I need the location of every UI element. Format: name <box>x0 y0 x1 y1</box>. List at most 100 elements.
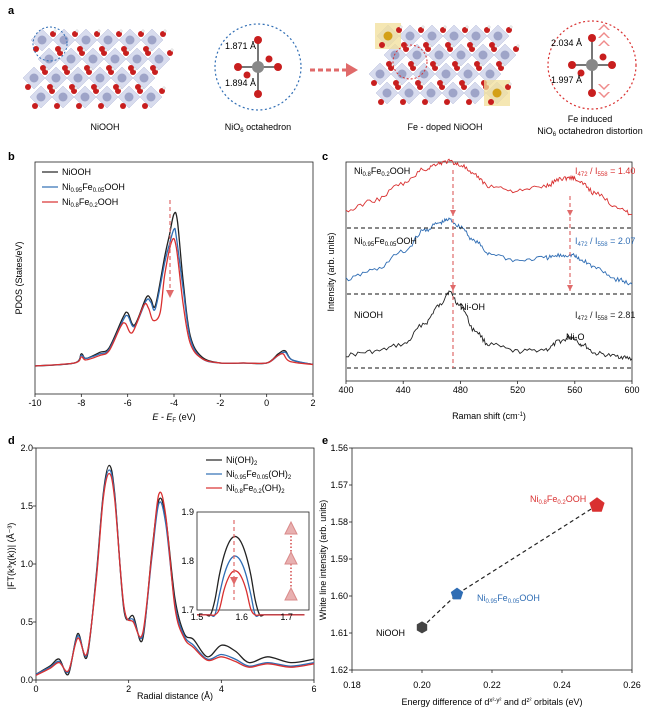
h-atom <box>162 86 166 90</box>
o-atom <box>160 31 166 37</box>
raman-line-1 <box>345 217 633 286</box>
h-atom <box>75 29 79 33</box>
o-atom <box>86 69 92 75</box>
h-atom <box>45 67 49 71</box>
o-atom <box>159 88 165 94</box>
highlight-circle <box>32 26 68 62</box>
o-atom <box>234 63 242 71</box>
h-atom <box>457 63 461 67</box>
data-point-0 <box>416 621 428 634</box>
ni-atom <box>125 35 135 45</box>
panel-b-letter: b <box>8 151 15 163</box>
panel-d-letter: d <box>8 435 15 447</box>
h-atom <box>96 86 100 90</box>
o-atom <box>167 50 173 56</box>
ni-atom <box>449 31 459 41</box>
ni-atom <box>81 35 91 45</box>
ni-atom <box>66 54 76 64</box>
ni-atom <box>404 88 414 98</box>
o-atom <box>32 103 38 109</box>
o-atom <box>378 99 384 105</box>
inset-ticks: 1.5 1.6 1.7 1.7 1.8 1.9 <box>181 507 292 622</box>
legend-ni80-oh2: Ni0.8Fe0.2(OH)2 <box>226 483 285 495</box>
o-atom <box>71 88 77 94</box>
o-atom <box>49 88 55 94</box>
h-atom <box>119 29 123 33</box>
h-atom <box>111 67 115 71</box>
fe-bond-bottom: 1.997 Å <box>551 75 582 85</box>
o-atom <box>418 27 424 33</box>
ni-atom <box>36 92 46 102</box>
ni-atom <box>132 54 142 64</box>
x-tick-label: -10 <box>28 398 41 408</box>
o-atom <box>72 31 78 37</box>
y-tick-label: 1.61 <box>330 628 348 638</box>
ratio-niooh: I472 / I558 = 2.81 <box>575 310 635 322</box>
h-atom <box>487 25 491 29</box>
o-atom <box>466 99 472 105</box>
x-tick-label: 0.18 <box>343 680 361 690</box>
h-atom <box>472 44 476 48</box>
transform-arrow <box>310 63 358 77</box>
bond-length-bottom: 1.894 Å <box>225 78 256 88</box>
y-tick-label: 0.5 <box>20 617 33 627</box>
o-atom <box>396 27 402 33</box>
o-atom <box>371 80 377 86</box>
o-atom <box>505 84 511 90</box>
o-atom <box>417 84 423 90</box>
plot-b-ylabel: PDOS (States/eV) <box>14 241 24 314</box>
ni-atom <box>427 31 437 41</box>
ni-atom <box>139 73 149 83</box>
ni-atom <box>124 92 134 102</box>
x-tick-label: 0 <box>33 684 38 694</box>
octa-icon-bot <box>284 586 298 601</box>
y-tick-label: 1.62 <box>330 665 348 675</box>
legend-nioh2: Ni(OH)2 <box>226 455 258 467</box>
h-atom <box>420 82 424 86</box>
o-atom <box>138 31 144 37</box>
ni-atom <box>500 50 510 60</box>
ni-atom <box>146 92 156 102</box>
plot-e-ylabel: White line intensity (arb. units) <box>318 500 328 621</box>
h-atom <box>399 25 403 29</box>
h-atom <box>508 82 512 86</box>
plot-e-series <box>416 497 605 634</box>
o-atom <box>379 42 385 48</box>
ni-atom <box>44 54 54 64</box>
x-tick-label: 0.20 <box>413 680 431 690</box>
h-atom <box>516 44 520 48</box>
x-tick-label: 520 <box>510 385 525 395</box>
raman-line-0 <box>346 290 633 361</box>
h-atom <box>67 67 71 71</box>
distortion-arrows-icon <box>598 24 610 98</box>
fe-bond-top: 2.034 Å <box>551 38 582 48</box>
o-atom <box>461 84 467 90</box>
x-tick-label: -4 <box>170 398 178 408</box>
distortion-outline <box>547 20 637 110</box>
plot-c-xlabel: Raman shift (cm-1) <box>452 411 526 421</box>
ni-atom <box>405 31 415 41</box>
o-atom <box>488 99 494 105</box>
h-atom <box>52 86 56 90</box>
ni-atom <box>419 69 429 79</box>
y-tick-label: 1.60 <box>330 591 348 601</box>
y-tick-label: 1.59 <box>330 554 348 564</box>
x-tick-label: -2 <box>216 398 224 408</box>
h-atom <box>501 63 505 67</box>
x-tick-label: 2 <box>126 684 131 694</box>
h-atom <box>74 86 78 90</box>
ni-atom <box>51 73 61 83</box>
ni-atom <box>412 50 422 60</box>
pdos-line-0 <box>34 211 314 367</box>
label-e-niooh: NiOOH <box>376 628 405 638</box>
y-tick-label: 1.57 <box>330 480 348 490</box>
label-ni80: Ni0.8Fe0.2OOH <box>354 166 410 178</box>
o-atom <box>54 103 60 109</box>
ni-atom <box>586 59 598 71</box>
plot-d-legend: Ni(OH)2 Ni0.95Fe0.05(OH)2 Ni0.8Fe0.2(OH)… <box>206 455 292 495</box>
pdos-arrow-head <box>166 290 174 298</box>
label-ni-oh: Ni-OH <box>460 302 485 312</box>
x-tick-label: 400 <box>338 385 353 395</box>
h-atom <box>428 44 432 48</box>
panel-c: c 400 440 480 520 560 600 Ni0.8Fe0.2OOH Ni0.9… <box>322 151 640 421</box>
